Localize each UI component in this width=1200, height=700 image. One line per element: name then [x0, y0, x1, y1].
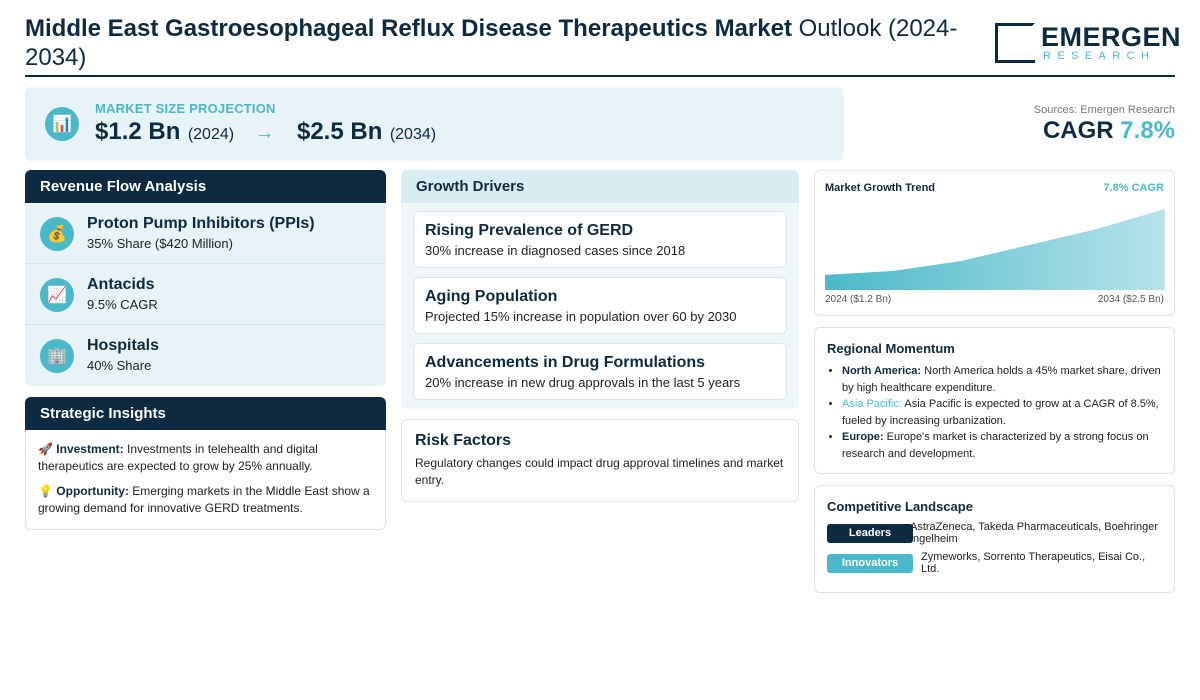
trend-title: Market Growth Trend — [825, 182, 936, 194]
growth-driver-title: Advancements in Drug Formulations — [425, 354, 706, 371]
lightbulb-icon: 💡 — [38, 484, 53, 498]
cagr-label: CAGR — [1042, 117, 1114, 144]
risk-factors-panel: Risk Factors Regulatory changes could im… — [401, 419, 799, 502]
arrow-right-icon: → — [254, 122, 275, 144]
revenue-item-sub: 35% Share ($420 Million) — [87, 236, 233, 251]
strategic-insights-title: Strategic Insights — [25, 397, 386, 430]
opportunity-text: Emerging markets in the Middle East show… — [38, 484, 370, 515]
projection-values: $1.2 Bn (2024) → $2.5 Bn (2034) — [95, 118, 436, 146]
market-growth-trend-panel: Market Growth Trend 7.8% CAGR 2024 ($1.2… — [814, 170, 1175, 316]
growth-driver-sub: 20% increase in new drug approvals in th… — [425, 375, 741, 390]
logo-mark-icon — [995, 23, 1035, 63]
page-title: Middle East Gastroesophageal Reflux Dise… — [25, 14, 985, 72]
leaders-badge: Leaders — [827, 524, 913, 543]
investment-insight: 🚀 Investment: Investments in telehealth … — [38, 441, 373, 475]
trend-cagr: 7.8% CAGR — [1103, 182, 1164, 194]
money-bag-icon: 💰 — [40, 217, 74, 251]
page-title-bold: Middle East Gastroesophageal Reflux Dise… — [25, 15, 792, 42]
projection-label: MARKET SIZE PROJECTION — [95, 101, 276, 116]
market-size-projection: 📊 MARKET SIZE PROJECTION $1.2 Bn (2024) … — [25, 87, 844, 161]
region-name: Europe: — [842, 431, 884, 443]
regional-momentum-panel: Regional Momentum North America: North A… — [814, 327, 1175, 474]
revenue-item-title: Antacids — [87, 276, 155, 293]
revenue-flow-panel: Revenue Flow Analysis 💰 Proton Pump Inhi… — [25, 170, 386, 386]
growth-driver-sub: Projected 15% increase in population ove… — [425, 309, 737, 324]
hospital-icon: 🏢 — [40, 339, 74, 373]
opportunity-label: Opportunity: — [56, 484, 129, 498]
trend-start-label: 2024 ($1.2 Bn) — [825, 294, 892, 305]
growth-driver-card: Advancements in Drug Formulations 20% in… — [413, 343, 787, 400]
strategic-insights-panel: Strategic Insights 🚀 Investment: Investm… — [25, 397, 386, 530]
revenue-item-title: Hospitals — [87, 337, 160, 354]
end-year: (2034) — [389, 126, 437, 143]
growth-driver-title: Rising Prevalence of GERD — [425, 222, 634, 239]
region-name: North America: — [842, 365, 922, 377]
revenue-item-title: Proton Pump Inhibitors (PPIs) — [87, 215, 315, 232]
opportunity-insight: 💡 Opportunity: Emerging markets in the M… — [38, 483, 373, 517]
trend-end-label: 2034 ($2.5 Bn) — [1097, 294, 1164, 305]
trend-up-icon: 📈 — [40, 278, 74, 312]
growth-driver-sub: 30% increase in diagnosed cases since 20… — [425, 243, 686, 258]
list-item: North America: North America holds a 45%… — [842, 363, 1167, 396]
sources-note: Sources: Emergen Research — [1033, 104, 1175, 116]
cagr-value: 7.8% — [1120, 117, 1175, 144]
regional-momentum-title: Regional Momentum — [827, 341, 955, 356]
page-header: Middle East Gastroesophageal Reflux Dise… — [25, 14, 1181, 77]
chart-icon: 📊 — [45, 107, 79, 141]
page-title-rest: Outlook (2024-2034) — [25, 15, 958, 71]
revenue-item: 🏢 Hospitals 40% Share — [25, 325, 386, 386]
innovators-badge: Innovators — [827, 554, 913, 573]
logo-name: EMERGEN — [1041, 22, 1182, 52]
region-text: Asia Pacific is expected to grow at a CA… — [842, 398, 1159, 427]
rocket-icon: 🚀 — [38, 442, 53, 456]
growth-drivers-panel: Growth Drivers Rising Prevalence of GERD… — [401, 170, 799, 409]
revenue-flow-title: Revenue Flow Analysis — [25, 170, 386, 203]
revenue-item-sub: 9.5% CAGR — [87, 297, 158, 312]
start-year: (2024) — [187, 126, 235, 143]
list-item: Asia Pacific: Asia Pacific is expected t… — [842, 396, 1167, 429]
list-item: Europe: Europe's market is characterized… — [842, 429, 1167, 462]
investment-text: Investments in telehealth and digital th… — [38, 442, 318, 473]
growth-driver-card: Rising Prevalence of GERD 30% increase i… — [413, 211, 787, 268]
leaders-text: AstraZeneca, Takeda Pharmaceuticals, Boe… — [910, 521, 1159, 545]
trend-area-chart — [825, 209, 1165, 290]
risk-factors-title: Risk Factors — [415, 432, 512, 449]
regional-list: North America: North America holds a 45%… — [842, 363, 1167, 462]
growth-drivers-title: Growth Drivers — [401, 170, 799, 203]
region-text: North America holds a 45% market share, … — [842, 365, 1161, 394]
emergen-logo: EMERGEN RESEARCH — [995, 22, 1181, 64]
innovators-text: Zymeworks, Sorrento Therapeutics, Eisai … — [921, 551, 1146, 575]
cagr-display: CAGR 7.8% — [1043, 117, 1175, 145]
end-value: $2.5 Bn — [296, 118, 383, 145]
risk-factors-body: Regulatory changes could impact drug app… — [415, 456, 784, 487]
region-name: Asia Pacific: — [842, 398, 902, 410]
region-text: Europe's market is characterized by a st… — [842, 431, 1149, 460]
competitive-landscape-panel: Competitive Landscape Leaders AstraZenec… — [814, 485, 1175, 593]
start-value: $1.2 Bn — [95, 118, 181, 145]
revenue-item-sub: 40% Share — [87, 358, 152, 373]
growth-driver-title: Aging Population — [425, 288, 558, 305]
trend-area — [825, 209, 1165, 290]
revenue-item: 💰 Proton Pump Inhibitors (PPIs) 35% Shar… — [25, 203, 386, 264]
competitive-landscape-title: Competitive Landscape — [827, 499, 973, 514]
logo-subtitle: RESEARCH — [1043, 50, 1156, 62]
strategic-insights-body: 🚀 Investment: Investments in telehealth … — [26, 430, 385, 536]
investment-label: Investment: — [56, 442, 124, 456]
growth-driver-card: Aging Population Projected 15% increase … — [413, 277, 787, 334]
revenue-item: 📈 Antacids 9.5% CAGR — [25, 264, 386, 325]
